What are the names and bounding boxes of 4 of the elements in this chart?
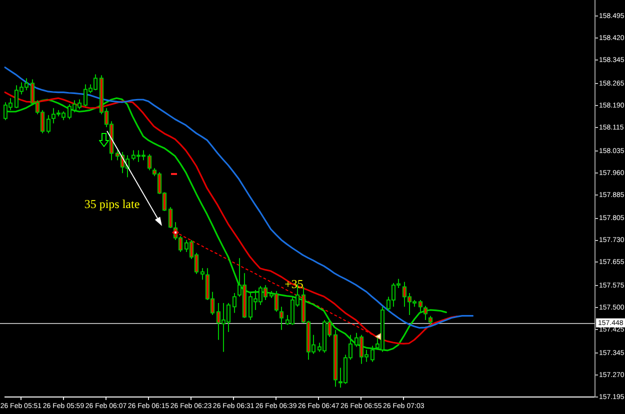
candlestick <box>232 292 236 314</box>
candlestick <box>280 306 284 330</box>
candlestick <box>200 268 204 280</box>
annotation: 35 pips late <box>84 197 140 212</box>
